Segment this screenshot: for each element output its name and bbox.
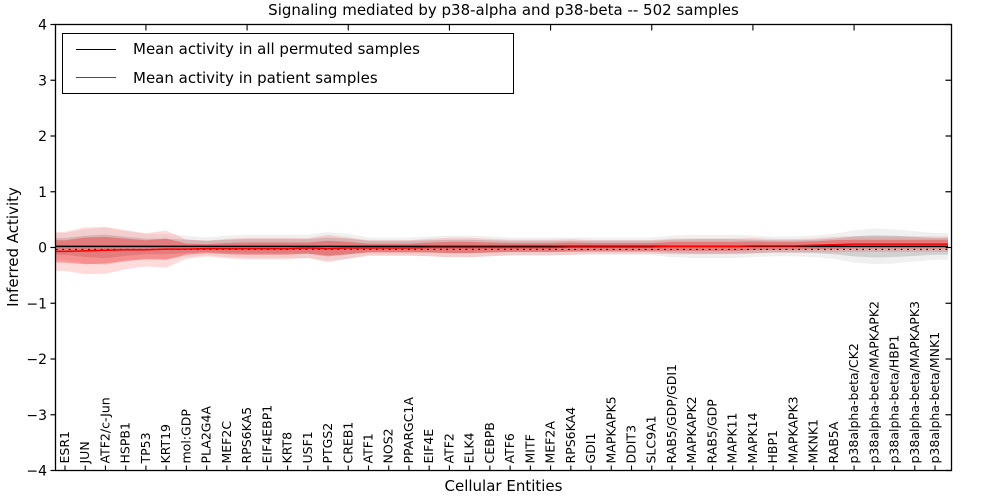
y-tick-label: 2: [38, 129, 47, 145]
x-category-label: HBP1: [765, 430, 780, 463]
patient-band-outer: [56, 226, 948, 275]
x-category-label: USF1: [300, 431, 315, 463]
x-category-label: p38alpha-beta/MAPKAPK2: [866, 301, 881, 464]
x-category-label: SLC9A1: [644, 415, 659, 463]
x-category-label: MEF2C: [219, 421, 234, 464]
x-category-label: MAPK14: [745, 412, 760, 463]
legend-label: Mean activity in patient samples: [133, 68, 378, 87]
legend: Mean activity in all permuted samples Me…: [62, 33, 514, 94]
x-category-label: RPS6KA5: [239, 407, 254, 464]
x-category-label: p38alpha-beta/CK2: [846, 343, 861, 463]
x-category-label: MAPK11: [725, 413, 740, 464]
x-category-label: MKNK1: [806, 419, 821, 463]
x-category-label: mol:GDP: [178, 409, 193, 464]
x-category-label: p38alpha-beta/MNK1: [927, 332, 942, 464]
y-tick-label: 4: [38, 18, 47, 34]
x-category-label: RAB5/GDP/GDI1: [664, 364, 679, 463]
patient-band: [56, 236, 948, 265]
y-tick-label: −1: [26, 296, 47, 312]
x-category-label: RAB5A: [826, 421, 841, 463]
y-tick-label: −4: [26, 464, 47, 480]
x-category-label: ESR1: [57, 431, 72, 463]
x-category-label: EIF4EBP1: [259, 405, 274, 464]
x-category-label: MAPKAPK2: [684, 396, 699, 463]
x-category-label: JUN: [77, 441, 92, 464]
y-tick-label: −2: [26, 352, 47, 368]
x-category-label: DDIT3: [624, 425, 639, 464]
x-category-label: ATF6: [502, 433, 517, 463]
x-category-label: ELK4: [462, 432, 477, 463]
x-category-label: HSPB1: [118, 422, 133, 463]
x-category-label: ATF2/c-Jun: [97, 397, 112, 463]
x-category-label: MITF: [522, 434, 537, 463]
patient-mean-line: [56, 243, 948, 253]
x-category-label: MEF2A: [543, 421, 558, 464]
x-category-label: KRT8: [280, 432, 295, 464]
x-category-label: ATF1: [360, 433, 375, 463]
x-category-label: RPS6KA4: [563, 407, 578, 464]
x-axis-label: Cellular Entities: [444, 477, 563, 495]
y-tick-label: −3: [26, 408, 47, 424]
legend-entry-permuted: Mean activity in all permuted samples: [63, 36, 513, 62]
permuted-line-swatch: [76, 48, 116, 50]
y-tick-label: 1: [38, 185, 47, 201]
patient-line-swatch: [76, 77, 116, 79]
x-category-label: PLA2G4A: [199, 406, 214, 464]
x-category-label: KRT19: [158, 424, 173, 464]
x-category-label: RAB5/GDP: [704, 399, 719, 464]
x-category-label: PTGS2: [320, 423, 335, 464]
x-category-label: CREB1: [340, 422, 355, 464]
x-category-label: p38alpha-beta/MAPKAPK3: [907, 301, 922, 464]
x-category-label: MAPKAPK3: [785, 396, 800, 463]
x-category-label: MAPKAPK5: [603, 396, 618, 463]
x-category-label: TP53: [138, 432, 153, 464]
x-category-label: GDI1: [583, 433, 598, 464]
legend-entry-patient: Mean activity in patient samples: [63, 65, 513, 91]
x-category-label: p38alpha-beta/HBP1: [887, 335, 902, 464]
chart-title: Signaling mediated by p38-alpha and p38-…: [268, 1, 739, 19]
x-category-label: EIF4E: [421, 429, 436, 464]
x-category-label: PPARGC1A: [401, 397, 416, 464]
y-tick-label: 3: [38, 73, 47, 89]
legend-label: Mean activity in all permuted samples: [133, 40, 420, 59]
x-category-label: CEBPB: [482, 422, 497, 463]
x-category-label: ATF2: [441, 433, 456, 463]
y-tick-label: 0: [38, 241, 47, 257]
x-category-label: NOS2: [381, 428, 396, 463]
